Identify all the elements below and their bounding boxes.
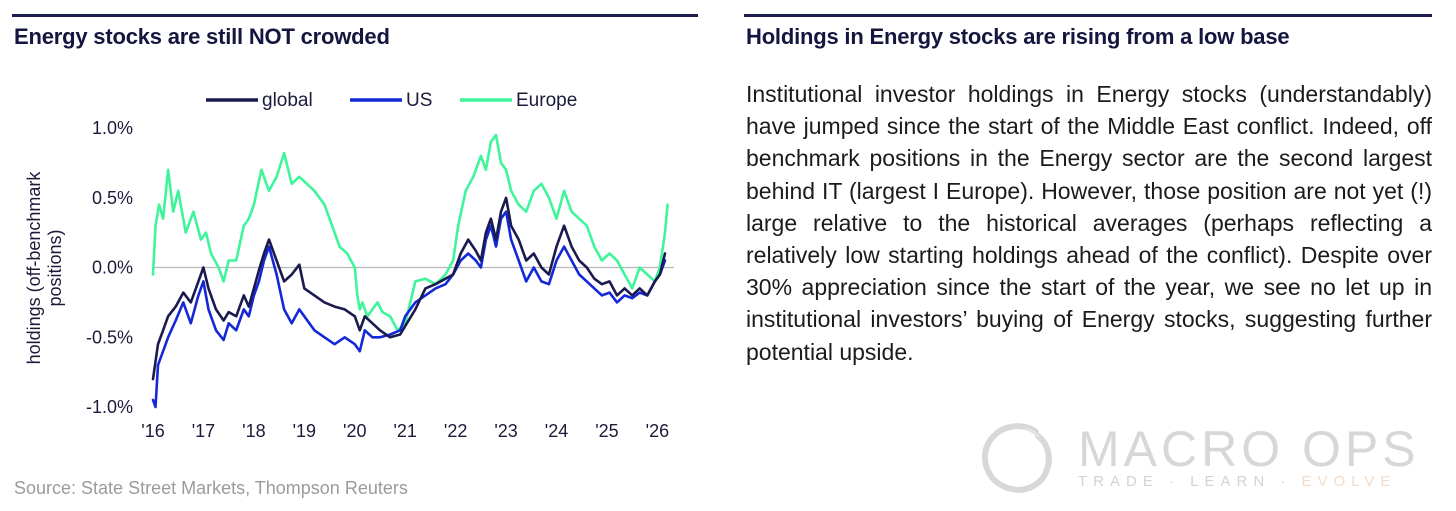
x-tick-label: '18 — [242, 421, 265, 441]
logo-tagline-prefix: TRADE · LEARN · — [1078, 473, 1302, 490]
logo-name: MACRO OPS — [1078, 421, 1420, 477]
enso-circle-icon — [981, 423, 1052, 493]
left-panel-title: Energy stocks are still NOT crowded — [14, 24, 390, 49]
macro-ops-logo: MACRO OPS TRADE · LEARN · EVOLVE — [978, 418, 1418, 498]
legend-label-us: US — [406, 90, 432, 111]
x-tick-label: '21 — [393, 421, 416, 441]
right-panel-title: Holdings in Energy stocks are rising fro… — [746, 24, 1290, 49]
chart-legend: global US Europe — [206, 90, 577, 111]
x-tick-label: '24 — [545, 421, 568, 441]
y-axis-label: holdings (off-benchmarkpositions) — [24, 171, 65, 365]
y-tick-label: -0.5% — [86, 327, 133, 347]
chart-source: Source: State Street Markets, Thompson R… — [14, 478, 408, 498]
energy-holdings-chart: 1.0% 0.5% 0.0% -0.5% -1.0% '16 '17 '18 '19 '20 '21… — [24, 90, 674, 441]
logo-tagline-evolve: EVOLVE — [1301, 473, 1397, 490]
right-title-rule — [744, 14, 1432, 17]
y-tick-label: 0.5% — [92, 188, 133, 208]
x-tick-label: '22 — [444, 421, 467, 441]
x-tick-label: '19 — [293, 421, 316, 441]
x-tick-label: '26 — [646, 421, 669, 441]
x-tick-label: '16 — [141, 421, 164, 441]
left-title-rule — [12, 14, 698, 17]
chart-ticks: 1.0% 0.5% 0.0% -0.5% -1.0% '16 '17 '18 '19 '20 '21… — [24, 118, 669, 441]
x-tick-label: '25 — [595, 421, 618, 441]
y-tick-label: 0.0% — [92, 258, 133, 278]
logo-tagline: TRADE · LEARN · EVOLVE — [1078, 473, 1396, 490]
y-tick-label: -1.0% — [86, 397, 133, 417]
series-line-europe — [151, 133, 669, 332]
chart-series — [151, 133, 669, 409]
legend-label-global: global — [262, 90, 313, 111]
x-tick-label: '23 — [494, 421, 517, 441]
legend-label-europe: Europe — [516, 90, 577, 111]
series-line-us — [151, 210, 667, 409]
commentary-paragraph: Institutional investor holdings in Energ… — [746, 81, 1432, 365]
x-tick-label: '20 — [343, 421, 366, 441]
x-tick-label: '17 — [192, 421, 215, 441]
y-tick-label: 1.0% — [92, 118, 133, 138]
series-line-global — [151, 196, 667, 381]
